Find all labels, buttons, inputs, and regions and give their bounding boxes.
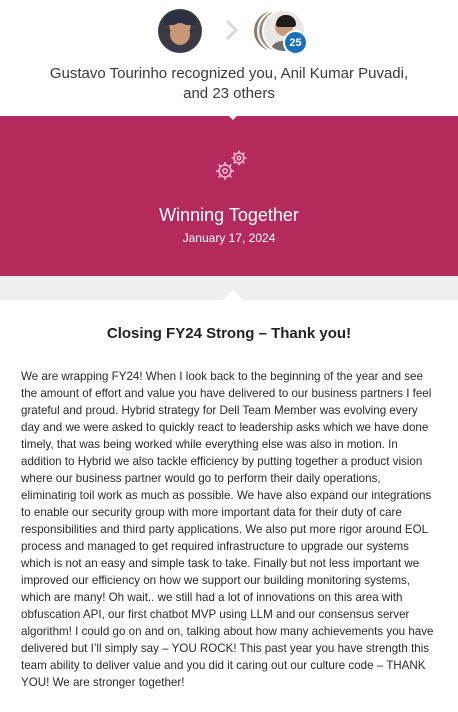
recipient-count-badge: 25: [283, 30, 308, 55]
cap-shape: [164, 11, 196, 25]
award-date: January 17, 2024: [182, 231, 276, 245]
header-notch: [223, 110, 243, 120]
divider-notch: [223, 290, 243, 300]
face-shape: [170, 23, 190, 45]
recipients-list[interactable]: you, Anil Kumar Puvadi,: [248, 65, 409, 82]
message-title: Closing FY24 Strong – Thank you!: [106, 325, 352, 342]
recognition-headline: Gustavo Tourinho recognized you, Anil Ku…: [20, 64, 438, 104]
award-title: Winning Together: [159, 205, 299, 225]
hair-shape: [276, 15, 296, 27]
recognized-verb: recognized: [171, 65, 245, 82]
sender-avatar[interactable]: [158, 9, 202, 53]
others-count[interactable]: and 23 others: [183, 85, 275, 102]
sender-name[interactable]: Gustavo Tourinho: [49, 65, 168, 82]
recognition-header: 25 Gustavo Tourinho recognized you, Anil…: [0, 0, 458, 118]
chevron-right-icon: [225, 19, 239, 41]
gears-icon: [216, 150, 247, 180]
award-banner: [0, 116, 458, 276]
message-body: We are wrapping FY24! When I look back t…: [21, 370, 434, 689]
